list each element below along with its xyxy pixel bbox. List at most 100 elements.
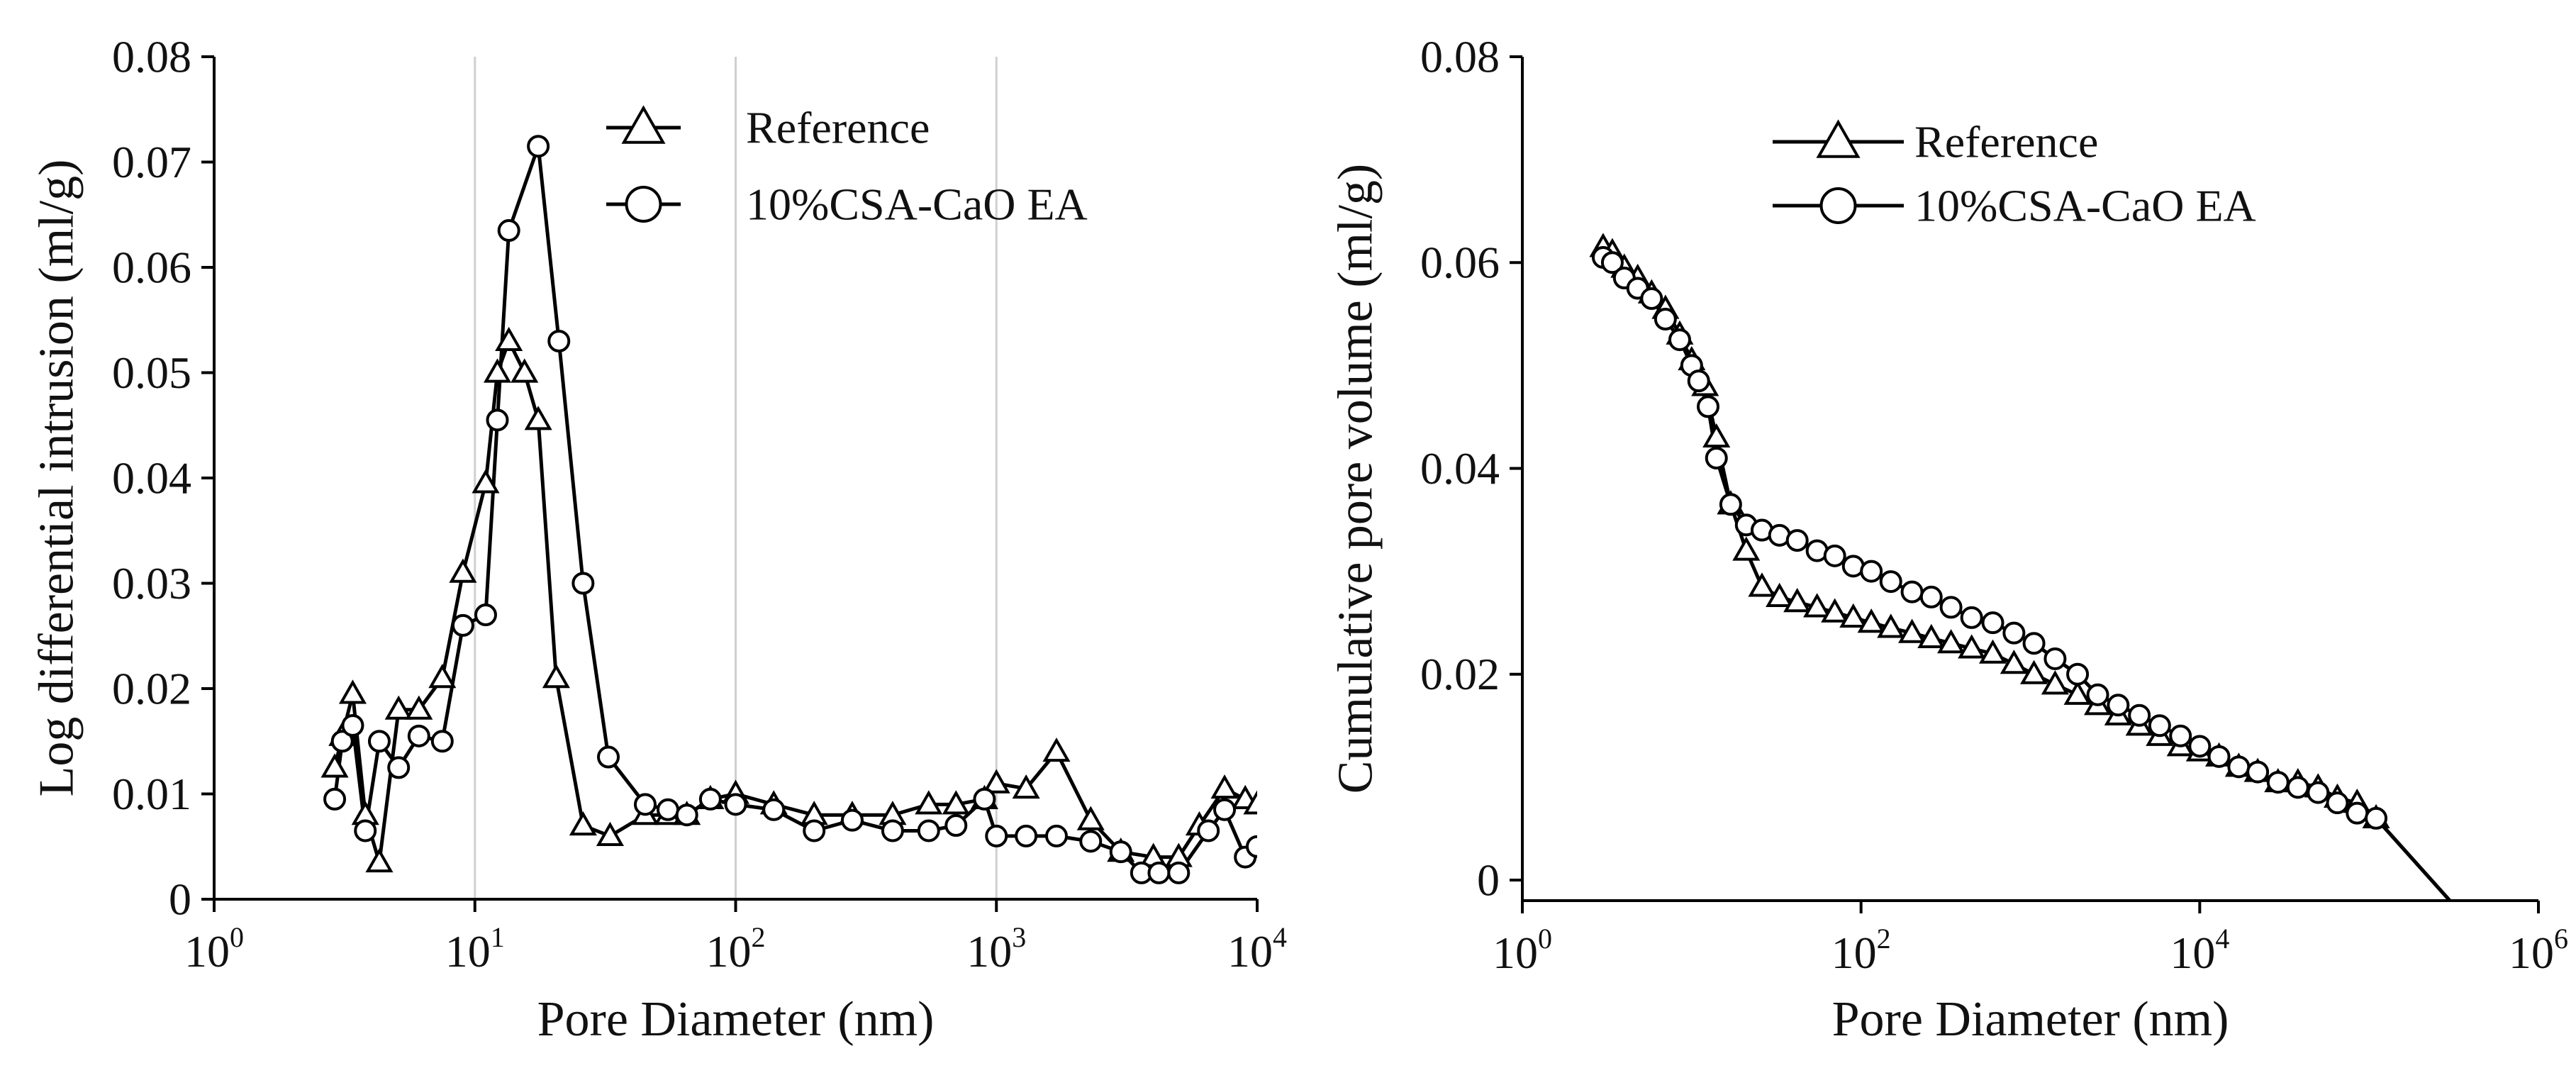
data-point-reference	[1076, 806, 1105, 830]
data-point-reference	[2063, 680, 2092, 705]
data-point-reference	[405, 695, 433, 720]
data-point-csa-cao-ea	[724, 793, 747, 816]
data-point-csa-cao-ea	[1213, 798, 1237, 821]
series-line-reference	[333, 339, 1257, 864]
data-point-csa-cao-ea	[430, 730, 454, 753]
data-point-csa-cao-ea	[354, 819, 377, 842]
x-tick-label: 102	[706, 921, 766, 977]
data-point-csa-cao-ea	[1600, 251, 1624, 274]
data-point-csa-cao-ea	[387, 756, 411, 779]
data-point-reference	[1877, 613, 1905, 638]
data-point-reference	[524, 406, 552, 430]
data-point-csa-cao-ea	[2107, 694, 2130, 717]
data-point-csa-cao-ea	[1654, 308, 1677, 331]
data-point-reference	[1978, 639, 2007, 664]
y-tick-label: 0.08	[112, 32, 191, 82]
data-point-csa-cao-ea	[2227, 755, 2251, 779]
legend-marker-csa-cao-ea	[625, 186, 662, 223]
data-point-reference	[1732, 536, 1761, 561]
data-point-csa-cao-ea	[840, 808, 864, 832]
data-point-csa-cao-ea	[881, 819, 904, 842]
y-tick-label: 0.02	[1420, 649, 1500, 699]
legend-marker-reference	[1816, 119, 1861, 158]
y-axis-title: Log differential intrusion (ml/g)	[30, 160, 84, 797]
data-point-csa-cao-ea	[2043, 647, 2067, 670]
data-point-csa-cao-ea	[2148, 714, 2171, 738]
data-point-csa-cao-ea	[571, 572, 595, 595]
y-tick-label: 0.08	[1420, 32, 1500, 82]
data-point-csa-cao-ea	[633, 793, 657, 816]
x-tick-label: 104	[1227, 921, 1287, 977]
data-point-reference	[982, 769, 1010, 794]
data-point-csa-cao-ea	[2246, 760, 2270, 784]
data-point-csa-cao-ea	[1785, 529, 1809, 552]
data-point-reference	[1803, 593, 1831, 618]
data-point-csa-cao-ea	[407, 724, 430, 747]
data-point-csa-cao-ea	[2066, 662, 2090, 686]
data-point-csa-cao-ea	[1981, 611, 2005, 635]
data-point-csa-cao-ea	[2266, 771, 2290, 794]
data-point-csa-cao-ea	[944, 814, 968, 838]
data-point-csa-cao-ea	[2207, 745, 2231, 768]
data-point-reference	[483, 358, 512, 383]
data-point-csa-cao-ea	[1879, 570, 1902, 594]
x-tick-label: 103	[966, 921, 1026, 977]
x-axis-title: Pore Diameter (nm)	[537, 992, 935, 1047]
x-tick-label: 102	[1831, 923, 1891, 978]
data-point-csa-cao-ea	[1960, 606, 1983, 629]
data-point-reference	[1702, 423, 1731, 448]
data-point-reference	[2000, 650, 2028, 674]
data-point-reference	[472, 469, 500, 494]
data-point-csa-cao-ea	[451, 613, 474, 637]
data-point-csa-cao-ea	[1919, 585, 1943, 608]
series-line-csa-cao-ea	[333, 144, 1257, 875]
data-point-csa-cao-ea	[547, 329, 571, 352]
data-point-reference	[1937, 629, 1966, 654]
legend-label-csa-cao-ea: 10%CSA-CaO EA	[746, 179, 1088, 230]
plot-area	[1589, 233, 2451, 901]
data-point-csa-cao-ea	[1640, 287, 1663, 311]
data-point-csa-cao-ea	[1696, 395, 1719, 418]
data-point-reference	[1748, 572, 1776, 597]
data-point-csa-cao-ea	[698, 787, 722, 811]
data-point-csa-cao-ea	[367, 730, 391, 753]
data-point-csa-cao-ea	[1197, 819, 1220, 842]
y-tick-label: 0.01	[112, 769, 191, 819]
data-point-reference	[1042, 737, 1071, 762]
data-point-csa-cao-ea	[2188, 735, 2212, 758]
legend-label-reference: Reference	[746, 103, 930, 153]
data-point-csa-cao-ea	[985, 824, 1008, 847]
y-tick-label: 0.04	[1420, 443, 1500, 494]
data-point-reference	[1839, 603, 1868, 628]
y-tick-label: 0.06	[1420, 238, 1500, 288]
data-point-csa-cao-ea	[1246, 835, 1257, 858]
x-tick-label: 104	[2170, 923, 2229, 978]
y-tick-label: 0	[1477, 855, 1500, 905]
data-point-reference	[365, 847, 394, 873]
chart-left-panel: 0 0.01 0.02 0.03 0.04 0.05 0.06 0.07 0.08 100 101 1…	[30, 32, 1288, 1047]
data-point-csa-cao-ea	[474, 603, 497, 627]
data-point-csa-cao-ea	[1705, 446, 1728, 469]
data-point-csa-cao-ea	[341, 713, 364, 737]
data-point-csa-cao-ea	[2326, 791, 2349, 815]
y-tick-label: 0.07	[112, 137, 191, 187]
data-point-reference	[596, 821, 624, 846]
y-tick-label: 0.04	[112, 453, 191, 504]
data-point-csa-cao-ea	[1719, 493, 1742, 516]
legend-marker-csa-cao-ea	[1819, 187, 1857, 224]
data-point-reference	[942, 790, 970, 815]
data-point-csa-cao-ea	[2128, 703, 2151, 727]
data-point-csa-cao-ea	[1147, 861, 1171, 884]
data-point-reference	[1210, 774, 1239, 799]
plot-area	[320, 135, 1257, 884]
data-point-csa-cao-ea	[1079, 830, 1103, 853]
data-point-reference	[338, 679, 367, 704]
y-axis-title: Cumulative pore volume (ml/g)	[1329, 164, 1383, 794]
x-tick-label: 106	[2509, 923, 2568, 978]
data-point-csa-cao-ea	[2307, 781, 2330, 804]
data-point-csa-cao-ea	[917, 819, 940, 842]
series-line-csa-cao-ea	[1602, 255, 2451, 901]
data-point-csa-cao-ea	[657, 798, 680, 821]
x-tick-label: 100	[184, 921, 244, 977]
